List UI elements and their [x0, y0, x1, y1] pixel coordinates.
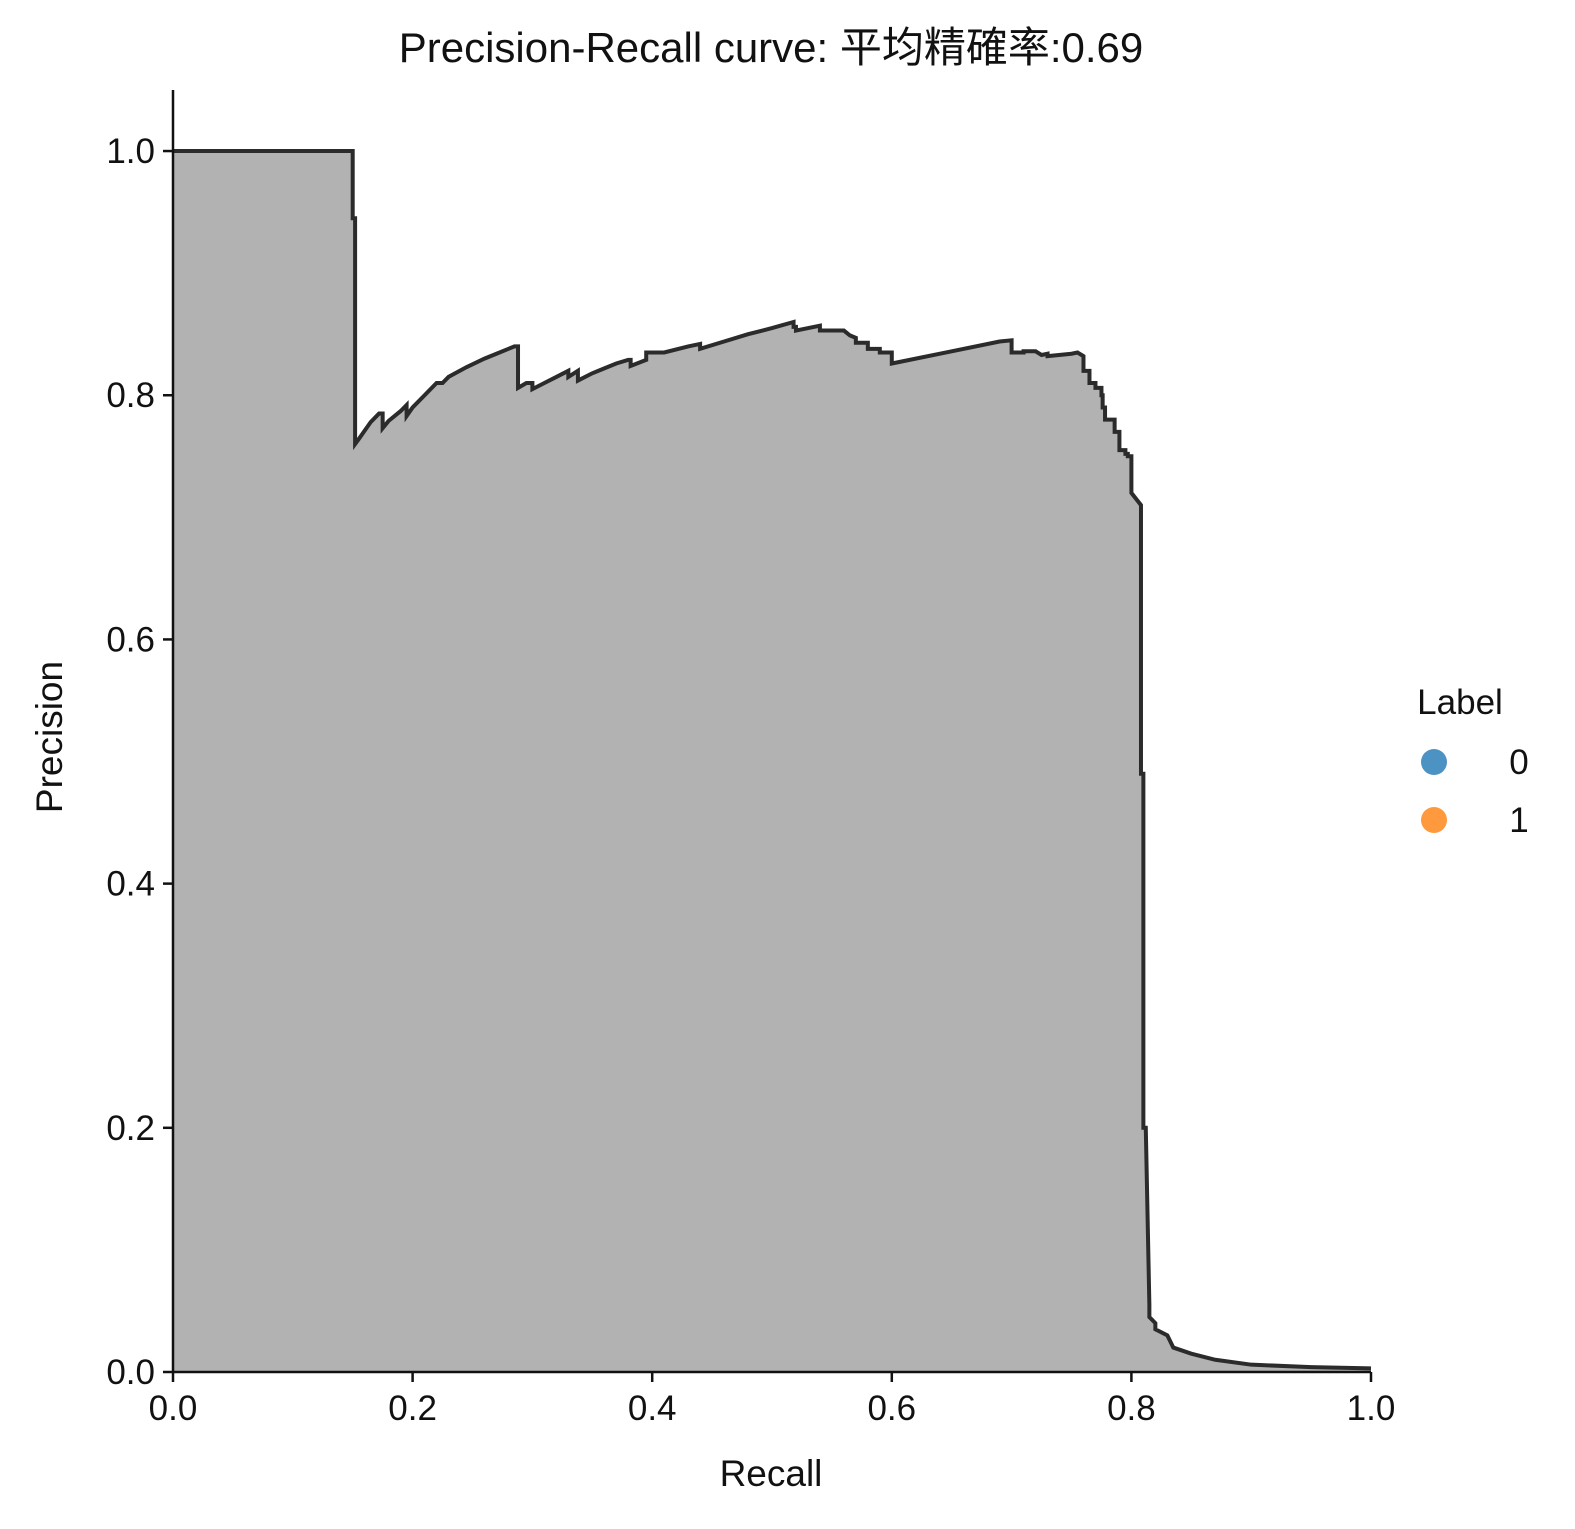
y-tick-label: 0.8	[106, 376, 155, 415]
x-tick-label: 0.8	[1107, 1389, 1156, 1428]
chart-title: Precision-Recall curve: 平均精確率:0.69	[399, 24, 1144, 71]
y-tick-label: 0.6	[106, 620, 155, 659]
x-tick-label: 0.0	[149, 1389, 198, 1428]
x-tick-label: 0.4	[628, 1389, 677, 1428]
x-tick-label: 0.2	[388, 1389, 437, 1428]
x-tick-label: 1.0	[1347, 1389, 1396, 1428]
pr-curve-line	[173, 149, 1372, 1371]
x-tick-label: 0.6	[867, 1389, 916, 1428]
legend-label-0: 0	[1509, 743, 1528, 782]
y-tick-label: 1.0	[106, 132, 155, 171]
legend-title: Label	[1417, 683, 1503, 722]
y-tick-label: 0.2	[106, 1109, 155, 1148]
legend-marker-1	[1421, 807, 1447, 833]
y-axis-title: Precision	[29, 661, 70, 813]
x-axis-title: Recall	[720, 1453, 823, 1494]
legend-entries: 01	[1421, 743, 1529, 840]
legend-label-1: 1	[1509, 801, 1528, 840]
legend-marker-0	[1421, 749, 1447, 775]
y-tick-label: 0.0	[106, 1353, 155, 1392]
y-tick-label: 0.4	[106, 865, 155, 904]
plot-area	[173, 149, 1372, 1372]
y-axis-ticks: 0.0 0.2 0.4 0.6 0.8 1.0	[106, 132, 173, 1392]
x-axis-ticks: 0.0 0.2 0.4 0.6 0.8 1.0	[149, 1372, 1396, 1428]
legend: Label 01	[1417, 683, 1529, 840]
pr-curve-area	[173, 151, 1371, 1372]
